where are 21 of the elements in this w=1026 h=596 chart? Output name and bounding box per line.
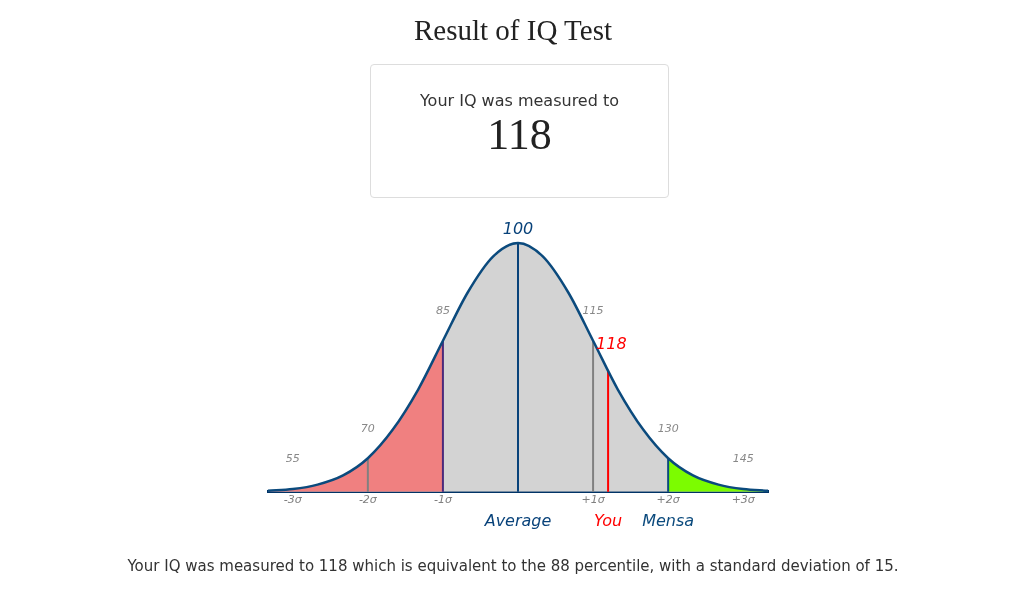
x-tick-label: +2σ bbox=[656, 493, 681, 507]
annotation: 55 bbox=[285, 452, 300, 466]
annotation: 70 bbox=[360, 421, 375, 435]
ref-line-label: Mensa bbox=[642, 510, 695, 530]
text: 118 bbox=[486, 110, 553, 160]
annotation: 118 bbox=[596, 333, 627, 353]
x-tick-label: +3σ bbox=[731, 493, 756, 507]
annotation: 100 bbox=[502, 219, 534, 239]
ref-line-label: Average bbox=[483, 510, 552, 530]
x-tick-label: -1σ bbox=[433, 493, 453, 507]
x-tick-label: +1σ bbox=[581, 493, 606, 507]
annotation: 130 bbox=[657, 421, 679, 435]
text: Your IQ was measured to 118 which is equivalent to the 88 percentile, with a standard deviation of 15. bbox=[126, 557, 900, 575]
annotation: 145 bbox=[732, 452, 754, 466]
ref-line-label: You bbox=[594, 510, 623, 530]
x-tick-label: -3σ bbox=[283, 493, 303, 507]
x-tick-label: -2σ bbox=[358, 493, 378, 507]
annotation: 85 bbox=[435, 304, 450, 318]
annotation: 115 bbox=[582, 304, 604, 318]
text: Your IQ was measured to bbox=[418, 91, 620, 110]
chart-title: Result of IQ Test bbox=[413, 14, 613, 47]
